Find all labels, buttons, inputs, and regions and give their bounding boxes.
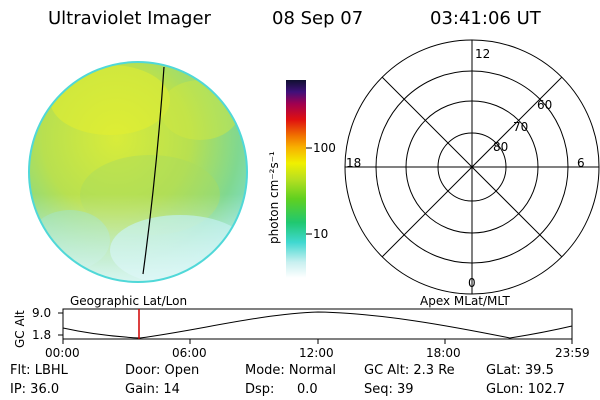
mlt-label-18: 18 — [346, 156, 362, 170]
lat-label-80: 80 — [493, 140, 509, 154]
info-seq: Seq: 39 — [364, 382, 414, 397]
y-tick-1-8: 1.8 — [32, 328, 52, 342]
x-tick-0000: 00:00 — [45, 346, 80, 360]
info-glat: GLat: 39.5 — [486, 363, 554, 378]
info-glon: GLon: 102.7 — [486, 382, 566, 397]
info-filter: Flt: LBHL — [10, 363, 68, 378]
altitude-curve — [62, 311, 573, 339]
meridian-line — [142, 66, 165, 275]
time-label: 03:41:06 UT — [430, 8, 541, 29]
colorbar-label-10: 10 — [313, 227, 329, 241]
instrument-title: Ultraviolet Imager — [48, 8, 211, 29]
color-bar — [286, 80, 306, 278]
timeline-y-axis-label: GC Alt — [13, 310, 27, 348]
timeline-ticks — [58, 312, 573, 344]
apex-label: Apex MLat/MLT — [420, 294, 510, 308]
x-tick-1800: 18:00 — [426, 346, 461, 360]
info-dsp-label: Dsp: — [245, 382, 275, 397]
info-mode: Mode: Normal — [245, 363, 336, 378]
earth-disk-image — [28, 61, 248, 283]
lat-label-70: 70 — [513, 120, 529, 134]
info-gain: Gain: 14 — [125, 382, 180, 397]
mlt-label-0: 0 — [468, 276, 476, 290]
x-tick-0600: 06:00 — [172, 346, 207, 360]
info-dsp-value: 0.0 — [297, 382, 318, 397]
colorbar-label-100: 100 — [313, 141, 336, 155]
info-ip: IP: 36.0 — [10, 382, 60, 397]
polar-grid — [344, 39, 600, 295]
lat-label-60: 60 — [537, 98, 553, 112]
geographic-label: Geographic Lat/Lon — [70, 294, 188, 308]
info-gc-alt: GC Alt: 2.3 Re — [364, 363, 455, 378]
colorbar-unit-label: photon cm⁻²s⁻¹ — [267, 151, 281, 244]
x-tick-2359: 23:59 — [555, 346, 590, 360]
info-door: Door: Open — [125, 363, 200, 378]
mlt-label-6: 6 — [577, 156, 585, 170]
mlt-label-12: 12 — [475, 47, 491, 61]
x-tick-1200: 12:00 — [299, 346, 334, 360]
date-label: 08 Sep 07 — [272, 8, 364, 29]
y-tick-9: 9.0 — [32, 306, 52, 320]
